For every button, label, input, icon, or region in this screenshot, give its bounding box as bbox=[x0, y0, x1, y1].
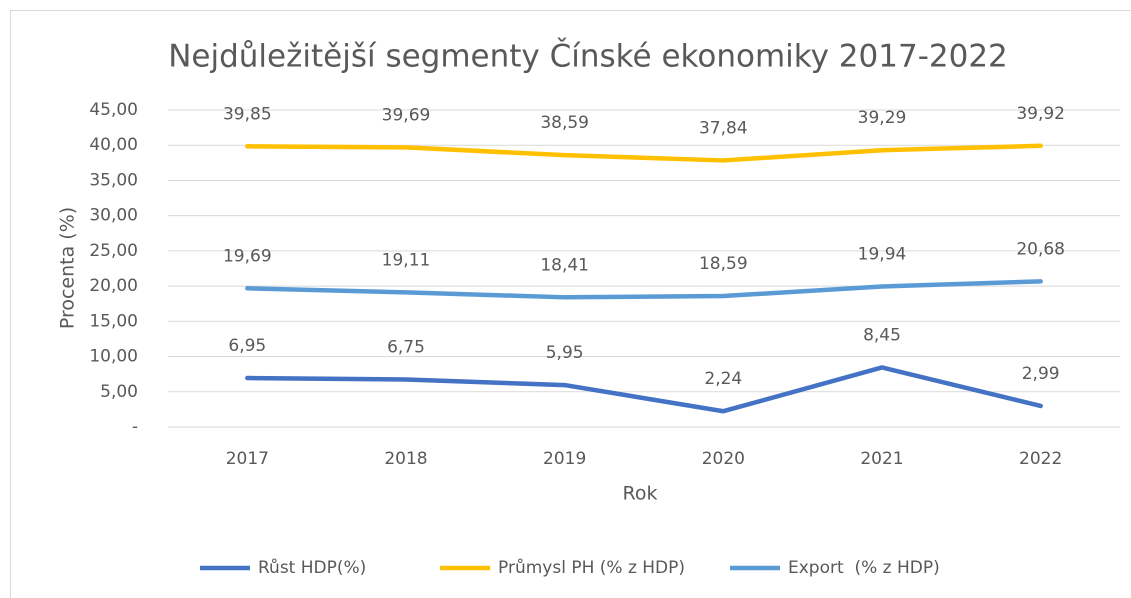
data-label: 39,29 bbox=[858, 108, 907, 128]
legend-label: Export (% z HDP) bbox=[788, 558, 940, 578]
legend-label: Průmysl PH (% z HDP) bbox=[498, 558, 685, 578]
series-line bbox=[245, 279, 1043, 300]
data-label: 18,41 bbox=[540, 255, 589, 275]
chart-frame bbox=[10, 10, 1131, 598]
x-tick-label: 2021 bbox=[860, 449, 903, 469]
y-tick-label: 20,00 bbox=[89, 276, 138, 296]
series-line bbox=[245, 143, 1043, 163]
data-label: 2,24 bbox=[704, 369, 742, 389]
x-tick-label: 2017 bbox=[226, 449, 269, 469]
data-label: 18,59 bbox=[699, 254, 748, 274]
y-tick-label: 45,00 bbox=[89, 100, 138, 120]
x-tick-label: 2019 bbox=[543, 449, 586, 469]
data-label: 20,68 bbox=[1016, 239, 1065, 259]
data-label: 38,59 bbox=[540, 113, 589, 133]
y-axis-label: Procenta (%) bbox=[57, 207, 79, 329]
x-tick-label: 2022 bbox=[1019, 449, 1062, 469]
y-tick-label: 30,00 bbox=[89, 206, 138, 226]
y-tick-label: 5,00 bbox=[100, 382, 138, 402]
data-label: 6,75 bbox=[387, 337, 425, 357]
data-label: 37,84 bbox=[699, 118, 748, 138]
data-label: 6,95 bbox=[228, 336, 266, 356]
series-line bbox=[245, 365, 1043, 414]
chart-title: Nejdůležitější segmenty Čínské ekonomiky… bbox=[168, 38, 1008, 75]
y-tick-label: 25,00 bbox=[89, 241, 138, 261]
x-tick-label: 2018 bbox=[384, 449, 427, 469]
data-label: 5,95 bbox=[546, 343, 584, 363]
legend-label: Růst HDP(%) bbox=[258, 558, 366, 578]
data-label: 2,99 bbox=[1022, 364, 1060, 384]
data-label: 19,69 bbox=[223, 246, 272, 266]
data-label: 8,45 bbox=[863, 325, 901, 345]
data-label: 39,85 bbox=[223, 104, 272, 124]
y-tick-label: 15,00 bbox=[89, 311, 138, 331]
data-label: 39,69 bbox=[382, 105, 431, 125]
data-label: 19,11 bbox=[382, 250, 431, 270]
x-axis-label: Rok bbox=[623, 483, 658, 505]
y-tick-label: 35,00 bbox=[89, 170, 138, 190]
data-label: 19,94 bbox=[858, 245, 907, 265]
y-tick-label: 10,00 bbox=[89, 347, 138, 367]
y-tick-label: - bbox=[132, 417, 138, 437]
y-tick-label: 40,00 bbox=[89, 135, 138, 155]
data-label: 39,92 bbox=[1016, 104, 1065, 124]
x-tick-label: 2020 bbox=[702, 449, 745, 469]
